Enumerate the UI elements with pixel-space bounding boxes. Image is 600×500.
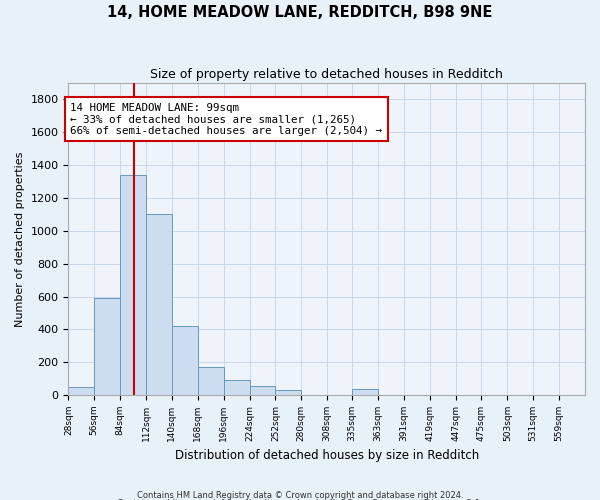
Text: 14 HOME MEADOW LANE: 99sqm
← 33% of detached houses are smaller (1,265)
66% of s: 14 HOME MEADOW LANE: 99sqm ← 33% of deta…	[70, 103, 382, 136]
Bar	[275, 390, 301, 395]
Text: Contains HM Land Registry data © Crown copyright and database right 2024.: Contains HM Land Registry data © Crown c…	[137, 490, 463, 500]
Bar	[250, 386, 275, 395]
Bar	[224, 380, 250, 395]
Text: 14, HOME MEADOW LANE, REDDITCH, B98 9NE: 14, HOME MEADOW LANE, REDDITCH, B98 9NE	[107, 5, 493, 20]
Bar	[120, 175, 146, 395]
Bar	[94, 298, 120, 395]
Bar	[172, 326, 198, 395]
X-axis label: Distribution of detached houses by size in Redditch: Distribution of detached houses by size …	[175, 450, 479, 462]
Bar	[68, 387, 94, 395]
Bar	[198, 367, 224, 395]
Bar	[352, 388, 378, 395]
Bar	[146, 214, 172, 395]
Title: Size of property relative to detached houses in Redditch: Size of property relative to detached ho…	[150, 68, 503, 80]
Y-axis label: Number of detached properties: Number of detached properties	[15, 152, 25, 327]
